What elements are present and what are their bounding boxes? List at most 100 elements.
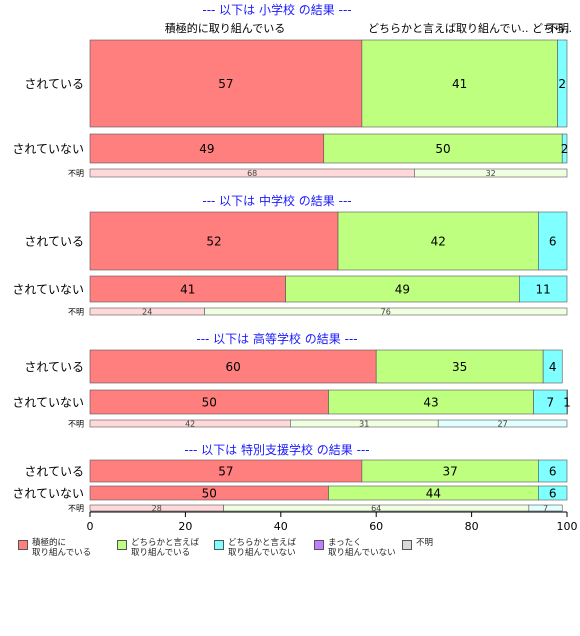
bar-value-label: 6 <box>549 235 557 249</box>
bar-value-label: 24 <box>142 308 152 317</box>
bar-segment <box>89 211 339 271</box>
bar-value-label: 2 <box>558 77 566 91</box>
legend-label: 不明 <box>416 538 434 548</box>
x-tick-label: 20 <box>178 520 192 533</box>
bar-value-label: 27 <box>498 420 508 429</box>
bar-segment <box>89 133 325 164</box>
bar-value-label: 28 <box>152 504 162 513</box>
bar-value-label: 49 <box>395 283 410 297</box>
group-title: --- 以下は 高等学校 の結果 --- <box>196 331 357 346</box>
x-tick-label: 100 <box>557 520 578 533</box>
legend-label: どちらかと言えば 取り組んでいない <box>228 538 297 558</box>
bar-segment <box>538 459 568 483</box>
top-label-0: 積極的に取り組んでいる <box>165 21 285 35</box>
row-label: されていない <box>12 142 84 156</box>
bar-segment <box>328 389 534 415</box>
bar-value-label: 76 <box>381 308 391 317</box>
bar-value-label: 7 <box>546 396 554 410</box>
bar-value-label: 31 <box>359 420 369 429</box>
bar-value-label: 50 <box>202 396 217 410</box>
bar-segment <box>361 39 558 128</box>
row-label: 不明 <box>68 504 84 513</box>
legend-item: まったく 取り組んでいない <box>314 538 396 558</box>
legend-swatch <box>214 540 224 550</box>
row-label: されていない <box>12 487 84 501</box>
bar-segment <box>89 275 286 303</box>
row-label: 不明 <box>68 169 84 178</box>
row-label: されていない <box>12 396 84 410</box>
bar-segment <box>285 275 520 303</box>
legend-label: どちらかと言えば 取り組んでいる <box>131 538 200 558</box>
legend-swatch <box>314 540 324 550</box>
legend-item: 不明 <box>402 538 433 550</box>
bar-value-label: 41 <box>180 283 195 297</box>
bar-value-label: 68 <box>247 169 257 178</box>
top-label-2: 不明 <box>547 22 569 35</box>
bar-segment <box>89 389 329 415</box>
bar-segment <box>533 389 568 415</box>
x-tick-label: 40 <box>274 520 288 533</box>
bar-value-label: 50 <box>202 487 217 501</box>
bar-value-label: 6 <box>549 465 557 479</box>
row-label: されている <box>24 465 84 479</box>
bar-segment <box>566 389 568 415</box>
group-title: --- 以下は 小学校 の結果 --- <box>202 2 351 17</box>
bar-value-label: 11 <box>536 283 551 297</box>
row-label: されている <box>24 235 84 249</box>
bar-value-label: 44 <box>426 487 441 501</box>
bar-segment <box>557 39 568 128</box>
bar-segment <box>337 211 539 271</box>
bar-segment <box>437 419 568 428</box>
bar-value-label: 4 <box>549 360 557 374</box>
bar-value-label: 64 <box>371 504 381 513</box>
legend-item: 積極的に 取り組んでいる <box>18 538 91 558</box>
legend: 積極的に 取り組んでいる どちらかと言えば 取り組んでいる どちらかと言えば 取り組… <box>18 538 578 562</box>
bar-segment <box>89 39 363 128</box>
bar-value-label: 32 <box>486 169 496 178</box>
bar-value-label: 57 <box>218 465 233 479</box>
bar-value-label: 2 <box>561 142 569 156</box>
legend-item: どちらかと言えば 取り組んでいない <box>214 538 296 558</box>
bar-segment <box>414 168 568 178</box>
bar-value-label: 6 <box>549 487 557 501</box>
top-label-1: どちらかと言えば取り組んでい.. どちら.. <box>368 22 572 35</box>
row-label: 不明 <box>68 420 84 429</box>
legend-swatch <box>117 540 127 550</box>
bar-segment <box>518 275 568 303</box>
bar-value-label: 37 <box>442 465 457 479</box>
bar-segment <box>375 349 544 384</box>
row-label: されていない <box>12 283 84 297</box>
legend-item: どちらかと言えば 取り組んでいる <box>117 538 199 558</box>
bar-value-label: 60 <box>225 360 240 374</box>
bar-value-label: 49 <box>199 142 214 156</box>
bar-segment <box>538 211 568 271</box>
bar-value-label: 41 <box>452 77 467 91</box>
bar-value-label: 50 <box>435 142 450 156</box>
x-tick-label: 60 <box>369 520 383 533</box>
bar-value-label: 57 <box>218 77 233 91</box>
bar-segment <box>538 485 568 501</box>
bar-value-label: 52 <box>206 235 221 249</box>
bar-value-label: 1 <box>563 396 571 410</box>
legend-swatch <box>18 540 28 550</box>
x-tick-label: 80 <box>465 520 479 533</box>
row-label: されている <box>24 77 84 91</box>
legend-label: 積極的に 取り組んでいる <box>32 538 92 558</box>
bar-segment <box>89 349 377 384</box>
row-label: されている <box>24 360 84 374</box>
bar-segment <box>528 504 563 512</box>
legend-swatch <box>402 540 412 550</box>
bar-value-label: 43 <box>423 396 438 410</box>
bar-value-label: 42 <box>185 420 195 429</box>
group-title: --- 以下は 中学校 の結果 --- <box>202 193 351 208</box>
bar-value-label: 42 <box>431 235 446 249</box>
bar-segment <box>542 349 563 384</box>
row-label: 不明 <box>68 308 84 317</box>
x-tick-label: 0 <box>87 520 94 533</box>
bar-value-label: 35 <box>452 360 467 374</box>
bar-segment <box>561 133 568 164</box>
bar-value-label: 7 <box>543 504 548 513</box>
bar-segment <box>204 307 568 316</box>
group-title: --- 以下は 特別支援学校 の結果 --- <box>184 442 369 457</box>
